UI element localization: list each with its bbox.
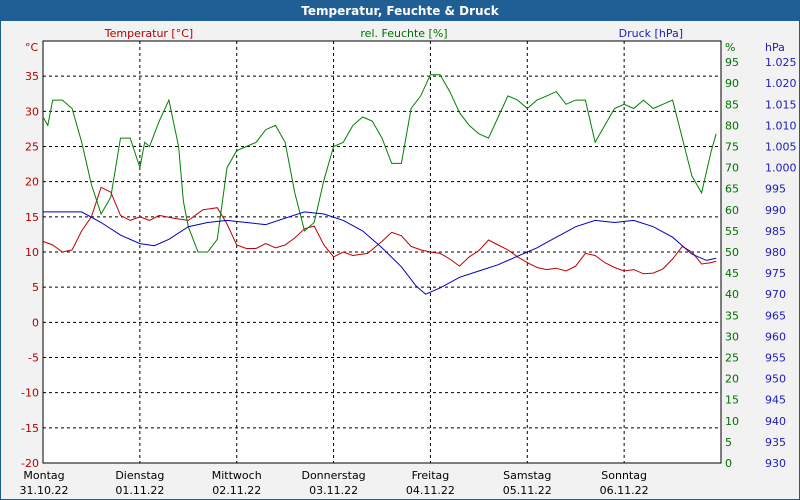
humidity-tick-label: 50: [725, 246, 739, 259]
x-tick-date-label: 31.10.22: [20, 484, 69, 497]
humidity-tick-label: 5: [725, 436, 732, 449]
pressure-tick-label: 995: [765, 183, 786, 196]
pressure-tick-label: 935: [765, 436, 786, 449]
temperature-tick-label: -10: [21, 387, 39, 400]
humidity-tick-label: 35: [725, 309, 739, 322]
pressure-tick-label: 930: [765, 457, 786, 470]
humidity-series-line: [42, 74, 717, 253]
temperature-axis-title: Temperatur [°C]: [104, 27, 193, 40]
humidity-tick-label: 65: [725, 183, 739, 196]
x-tick-day-label: Mittwoch: [212, 469, 262, 482]
humidity-tick-label: 15: [725, 394, 739, 407]
humidity-tick-label: 40: [725, 288, 739, 301]
x-tick-day-label: Dienstag: [115, 469, 164, 482]
temperature-tick-label: 0: [32, 316, 39, 329]
humidity-tick-label: 20: [725, 373, 739, 386]
pressure-series-line: [43, 211, 717, 295]
x-tick-date-label: 02.11.22: [212, 484, 261, 497]
temperature-series-line: [42, 186, 717, 275]
humidity-tick-label: 0: [725, 457, 732, 470]
pressure-tick-label: 980: [765, 246, 786, 259]
x-tick-day-label: Montag: [23, 469, 64, 482]
temperature-tick-label: 30: [25, 105, 39, 118]
pressure-tick-label: 960: [765, 330, 786, 343]
temperature-tick-label: -20: [21, 457, 39, 470]
pressure-tick-label: 1.005: [765, 141, 797, 154]
x-tick-date-label: 04.11.22: [406, 484, 455, 497]
humidity-tick-label: 60: [725, 204, 739, 217]
pressure-axis-title: Druck [hPa]: [619, 27, 683, 40]
temperature-tick-label: 35: [25, 70, 39, 83]
pressure-tick-label: 985: [765, 225, 786, 238]
x-tick-date-label: 05.11.22: [503, 484, 552, 497]
x-tick-date-label: 03.11.22: [309, 484, 358, 497]
pressure-tick-label: 970: [765, 288, 786, 301]
pressure-tick-label: 955: [765, 352, 786, 365]
humidity-tick-label: 45: [725, 267, 739, 280]
pressure-tick-label: 1.000: [765, 162, 797, 175]
pressure-tick-label: 945: [765, 394, 786, 407]
humidity-tick-label: 10: [725, 415, 739, 428]
humidity-tick-label: 75: [725, 141, 739, 154]
humidity-tick-label: 85: [725, 98, 739, 111]
pressure-tick-label: 1.020: [765, 77, 797, 90]
humidity-unit-label: %: [725, 41, 735, 54]
temperature-tick-label: -15: [21, 422, 39, 435]
temperature-unit-label: °C: [25, 41, 39, 54]
humidity-tick-label: 25: [725, 352, 739, 365]
pressure-tick-label: 990: [765, 204, 786, 217]
pressure-tick-label: 965: [765, 309, 786, 322]
x-tick-date-label: 06.11.22: [600, 484, 649, 497]
pressure-tick-label: 940: [765, 415, 786, 428]
pressure-unit-label: hPa: [765, 41, 785, 54]
humidity-tick-label: 70: [725, 162, 739, 175]
x-tick-day-label: Sonntag: [601, 469, 647, 482]
humidity-tick-label: 80: [725, 119, 739, 132]
temperature-tick-label: -5: [28, 352, 39, 365]
pressure-tick-label: 1.010: [765, 119, 797, 132]
humidity-tick-label: 55: [725, 225, 739, 238]
window-title: Temperatur, Feuchte & Druck: [1, 1, 799, 21]
pressure-tick-label: 950: [765, 373, 786, 386]
x-tick-day-label: Donnerstag: [301, 469, 365, 482]
humidity-tick-label: 95: [725, 56, 739, 69]
temperature-tick-label: 10: [25, 246, 39, 259]
temperature-tick-label: 25: [25, 141, 39, 154]
humidity-tick-label: 90: [725, 77, 739, 90]
pressure-tick-label: 1.025: [765, 56, 797, 69]
pressure-tick-label: 1.015: [765, 98, 797, 111]
x-tick-date-label: 01.11.22: [115, 484, 164, 497]
temperature-tick-label: 15: [25, 211, 39, 224]
pressure-tick-label: 975: [765, 267, 786, 280]
x-tick-day-label: Freitag: [412, 469, 450, 482]
x-tick-day-label: Samstag: [503, 469, 551, 482]
humidity-tick-label: 30: [725, 330, 739, 343]
temperature-tick-label: 20: [25, 176, 39, 189]
humidity-axis-title: rel. Feuchte [%]: [360, 27, 447, 40]
temperature-tick-label: 5: [32, 281, 39, 294]
